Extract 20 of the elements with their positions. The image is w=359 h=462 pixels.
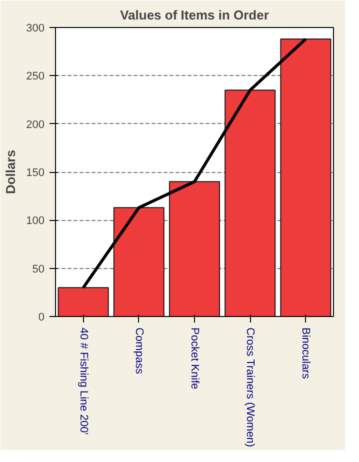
x-tick-label: 40 # Fishing Line 200': [77, 328, 90, 435]
bar: [58, 287, 109, 316]
y-tick-label: 150: [26, 167, 45, 179]
bar: [280, 38, 332, 316]
chart-title: Values of Items in Order: [120, 8, 269, 22]
bar: [224, 90, 276, 316]
x-tick-label: Compass: [132, 328, 145, 374]
y-tick-label: 0: [38, 312, 45, 324]
x-tick-label: Binoculars: [300, 328, 312, 380]
y-tick-label: 250: [26, 70, 45, 83]
line-series: [82, 38, 308, 290]
y-axis-title: Dollars: [3, 150, 18, 194]
x-tick-label: Cross Trainers (Women): [244, 328, 256, 448]
y-tick-label: 50: [32, 263, 45, 276]
bar: [113, 207, 164, 316]
bar: [168, 181, 220, 316]
y-tick-label: 100: [26, 215, 45, 228]
y-tick-label: 200: [26, 118, 45, 131]
y-tick-label: 300: [26, 22, 45, 34]
x-tick-label: Pocket Knife: [188, 328, 200, 390]
